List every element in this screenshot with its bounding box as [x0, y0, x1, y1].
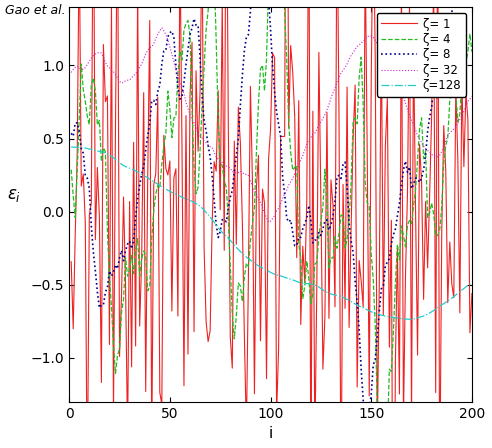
ζ= 32 — [68, 70, 74, 75]
ζ= 4 — [143, 253, 149, 258]
ζ= 32 — [177, 80, 183, 86]
ζ=128 — [84, 146, 90, 151]
ζ= 1 — [453, 85, 459, 90]
Line: ζ= 1: ζ= 1 — [71, 0, 472, 448]
Legend: ζ= 1, ζ= 4, ζ= 8, ζ= 32, ζ=128: ζ= 1, ζ= 4, ζ= 8, ζ= 32, ζ=128 — [377, 13, 466, 97]
Y-axis label: $\varepsilon_i$: $\varepsilon_i$ — [7, 186, 21, 204]
ζ= 8 — [84, 176, 90, 181]
ζ= 8 — [143, 147, 149, 153]
ζ= 1 — [175, 313, 181, 319]
ζ= 4 — [92, 88, 98, 94]
Line: ζ= 4: ζ= 4 — [71, 0, 472, 448]
ζ= 32 — [92, 52, 98, 57]
ζ= 4 — [453, 90, 459, 95]
ζ=128 — [451, 294, 457, 299]
ζ=128 — [469, 280, 475, 285]
X-axis label: i: i — [269, 426, 273, 441]
ζ= 8 — [175, 86, 181, 91]
ζ= 32 — [469, 94, 475, 99]
ζ= 8 — [453, 0, 459, 5]
ζ= 1 — [92, 237, 98, 242]
Line: ζ=128: ζ=128 — [71, 147, 472, 319]
Text: Gao et al.: Gao et al. — [5, 4, 65, 17]
ζ=128 — [408, 317, 414, 322]
ζ=128 — [143, 174, 149, 179]
ζ= 1 — [469, 291, 475, 296]
ζ=128 — [175, 192, 181, 198]
ζ= 4 — [68, 167, 74, 172]
ζ= 8 — [92, 268, 98, 274]
ζ= 4 — [439, 204, 445, 210]
ζ= 1 — [68, 259, 74, 264]
ζ= 8 — [439, 64, 445, 69]
ζ= 32 — [84, 62, 90, 67]
ζ= 1 — [143, 389, 149, 394]
ζ= 32 — [453, 125, 459, 130]
ζ= 32 — [143, 52, 149, 57]
ζ=128 — [68, 144, 74, 150]
ζ=128 — [92, 148, 98, 153]
ζ= 8 — [68, 131, 74, 136]
ζ= 4 — [175, 71, 181, 76]
ζ= 4 — [84, 114, 90, 119]
ζ= 32 — [439, 149, 445, 154]
ζ= 4 — [469, 49, 475, 55]
ζ= 32 — [266, 220, 272, 225]
Line: ζ= 8: ζ= 8 — [71, 0, 472, 432]
ζ= 32 — [159, 25, 165, 30]
ζ= 8 — [362, 430, 368, 435]
Line: ζ= 32: ζ= 32 — [71, 28, 472, 222]
ζ= 1 — [439, 231, 445, 237]
ζ=128 — [437, 304, 443, 309]
